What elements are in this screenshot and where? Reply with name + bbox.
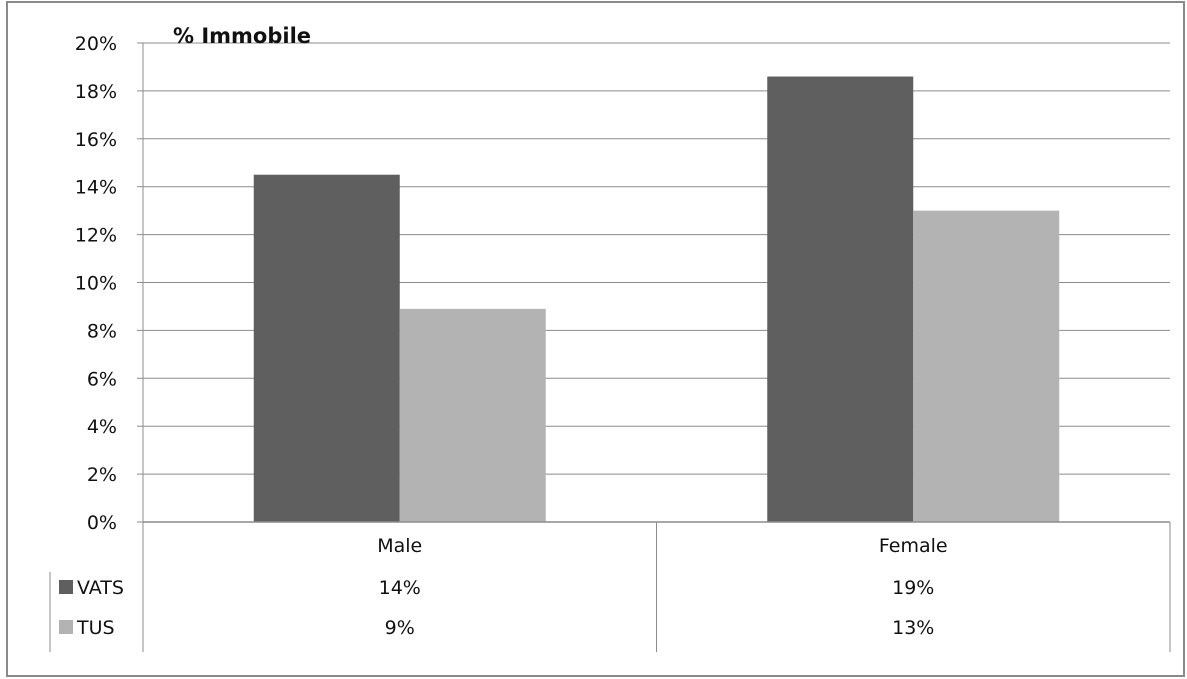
legend-label-vats: VATS xyxy=(77,577,124,599)
y-tick-label: 2% xyxy=(87,464,117,486)
y-tick-label: 16% xyxy=(75,129,117,151)
x-category-label: Female xyxy=(879,535,948,557)
y-axis: 0% 2% 4% 6% 8% 10% 12% 14% 16% 18% 20% xyxy=(75,33,143,534)
y-tick-label: 4% xyxy=(87,416,117,438)
data-table: Male Female VATS 14% 19% TUS 9% 13% xyxy=(59,535,948,639)
y-tick-label: 0% xyxy=(87,512,117,534)
legend-swatch-vats xyxy=(59,580,73,594)
y-tick-label: 6% xyxy=(87,368,117,390)
y-tick-label: 18% xyxy=(75,81,117,103)
data-label: 14% xyxy=(379,577,421,599)
data-label: 19% xyxy=(892,577,934,599)
chart-title: % Immobile xyxy=(173,24,311,48)
y-tick-label: 8% xyxy=(87,320,117,342)
data-label: 9% xyxy=(385,617,415,639)
legend-label-tus: TUS xyxy=(76,617,115,639)
bar-tus-female xyxy=(913,210,1060,522)
data-label: 13% xyxy=(892,617,934,639)
y-tick-label: 12% xyxy=(75,225,117,247)
x-category-label: Male xyxy=(377,535,422,557)
y-tick-label: 14% xyxy=(75,177,117,199)
bars xyxy=(253,76,1060,522)
legend-swatch-tus xyxy=(59,620,73,634)
x-axis xyxy=(49,43,1171,652)
bar-vats-male xyxy=(253,174,400,522)
y-tick-label: 10% xyxy=(75,273,117,295)
bar-vats-female xyxy=(767,76,914,522)
y-tick-label: 20% xyxy=(75,33,117,55)
bar-tus-male xyxy=(399,308,546,522)
